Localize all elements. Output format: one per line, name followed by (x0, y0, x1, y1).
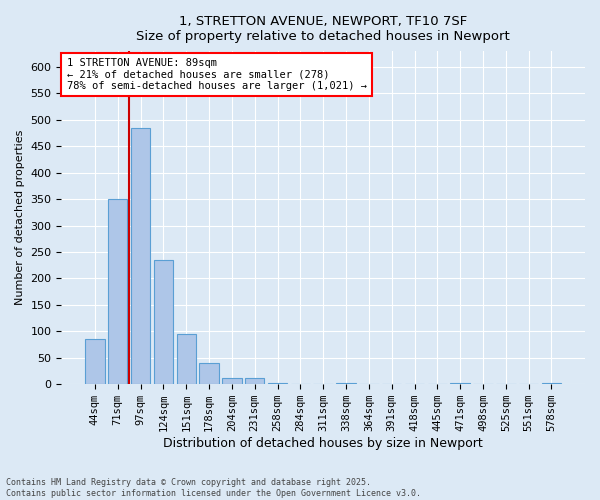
Bar (108, 199, 127, 384)
Bar (199, 363, 219, 384)
Bar (154, 260, 173, 384)
Bar (131, 128, 150, 384)
Bar (222, 378, 242, 384)
Text: 1 STRETTON AVENUE: 89sqm
← 21% of detached houses are smaller (278)
78% of semi-: 1 STRETTON AVENUE: 89sqm ← 21% of detach… (67, 58, 367, 91)
Bar (85, 340, 104, 384)
X-axis label: Distribution of detached houses by size in Newport: Distribution of detached houses by size … (163, 437, 483, 450)
Y-axis label: Number of detached properties: Number of detached properties (15, 130, 25, 306)
Title: 1, STRETTON AVENUE, NEWPORT, TF10 7SF
Size of property relative to detached hous: 1, STRETTON AVENUE, NEWPORT, TF10 7SF Si… (136, 15, 510, 43)
Bar (176, 334, 196, 384)
Text: Contains HM Land Registry data © Crown copyright and database right 2025.
Contai: Contains HM Land Registry data © Crown c… (6, 478, 421, 498)
Bar (337, 382, 356, 384)
Bar (451, 382, 470, 384)
Bar (268, 382, 287, 384)
Bar (542, 382, 561, 384)
Bar (245, 378, 265, 384)
